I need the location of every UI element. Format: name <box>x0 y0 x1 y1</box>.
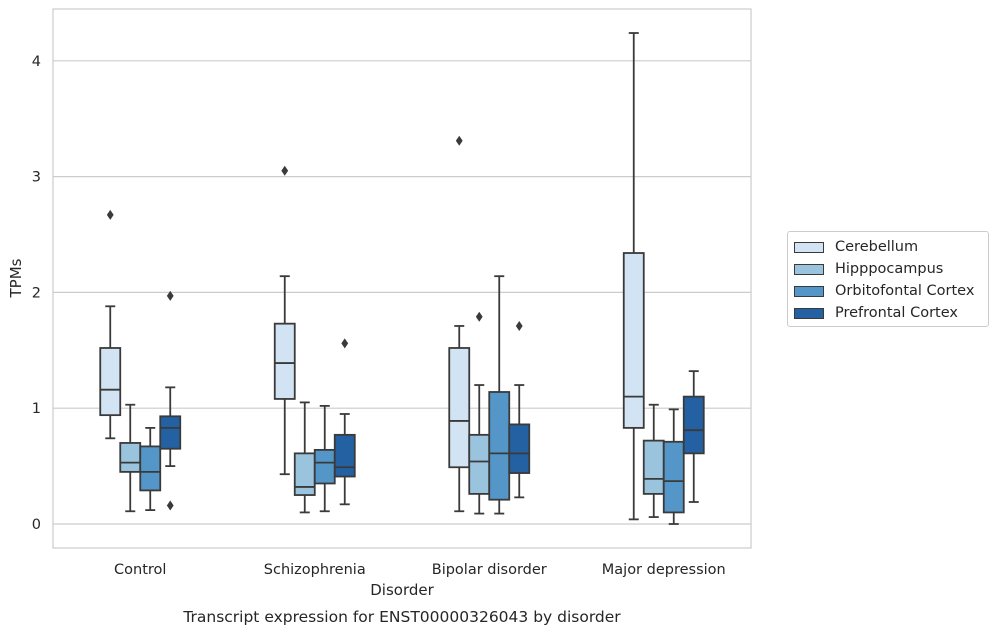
x-tick-label: Control <box>114 562 166 578</box>
x-tick-label: Schizophrenia <box>264 562 366 578</box>
legend-swatch <box>794 285 824 297</box>
box-prefrontal-cortex-0 <box>159 290 182 511</box>
y-tick-label: 2 <box>32 285 41 301</box>
box-iqr <box>508 423 531 474</box>
box-orbitofontal-cortex-1 <box>313 404 336 513</box>
legend-label: Orbitofontal Cortex <box>835 283 975 299</box>
box-iqr <box>139 445 162 492</box>
box-prefrontal-cortex-3 <box>682 370 705 503</box>
box-iqr <box>293 452 316 496</box>
box-cerebellum-2 <box>448 135 471 513</box>
outlier-point <box>455 135 463 146</box>
x-tick-labels: Control Schizophrenia Bipolar disorder Majo… <box>114 562 726 578</box>
y-tick-label: 1 <box>32 401 41 417</box>
box-cerebellum-1 <box>273 165 296 476</box>
box-cerebellum-0 <box>99 209 122 440</box>
outlier-point <box>515 320 523 331</box>
y-tick-label: 4 <box>32 54 41 70</box>
box-iqr <box>119 442 142 473</box>
box-orbitofontal-cortex-2 <box>488 275 511 515</box>
legend: Cerebellum Hipppocampus Orbitofontal Corte… <box>787 231 989 327</box>
x-tick-label: Major depression <box>602 562 726 578</box>
x-axis-label: Disorder <box>370 581 434 599</box>
box-iqr <box>642 439 665 495</box>
box-hipppocampus-3 <box>642 403 665 518</box>
legend-label: Prefrontal Cortex <box>835 305 958 321</box>
chart-caption: Transcript expression for ENST0000032604… <box>182 608 621 626</box>
box-iqr <box>682 395 705 455</box>
legend-item: Orbitofontal Cortex <box>794 280 982 302</box>
box-hipppocampus-2 <box>468 311 491 515</box>
box-iqr <box>622 252 645 429</box>
y-tick-labels: 0 1 2 3 4 <box>32 54 41 533</box>
legend-label: Hipppocampus <box>835 261 944 277</box>
x-tick-label: Bipolar disorder <box>432 562 547 578</box>
box-iqr <box>313 448 336 485</box>
outlier-point <box>281 165 289 176</box>
box-iqr <box>99 347 122 417</box>
box-prefrontal-cortex-1 <box>333 338 356 506</box>
box-cerebellum-3 <box>622 32 645 521</box>
y-tick-label: 0 <box>32 517 41 533</box>
box-iqr <box>468 433 491 495</box>
boxes <box>99 32 705 525</box>
legend-swatch <box>794 241 824 253</box>
box-iqr <box>448 347 471 469</box>
legend-swatch <box>794 263 824 275</box>
legend-item: Cerebellum <box>794 236 982 258</box>
box-hipppocampus-1 <box>293 401 316 514</box>
outlier-point <box>106 209 114 220</box>
outlier-point <box>166 500 174 511</box>
legend-item: Prefrontal Cortex <box>794 302 982 324</box>
outlier-point <box>341 338 349 349</box>
plot-frame <box>52 8 752 549</box>
box-orbitofontal-cortex-0 <box>139 426 162 512</box>
box-iqr <box>662 440 685 514</box>
y-tick-label: 3 <box>32 170 41 186</box>
outlier-point <box>475 311 483 322</box>
box-iqr <box>488 391 511 501</box>
box-hipppocampus-0 <box>119 403 142 513</box>
box-prefrontal-cortex-2 <box>508 320 531 499</box>
legend-label: Cerebellum <box>835 239 919 255</box>
legend-swatch <box>794 307 824 319</box>
outlier-point <box>166 290 174 301</box>
box-iqr <box>159 415 182 450</box>
box-iqr <box>333 433 356 478</box>
box-orbitofontal-cortex-3 <box>662 408 685 525</box>
box-iqr <box>273 322 296 400</box>
y-axis-label: TPMs <box>7 258 25 298</box>
legend-item: Hipppocampus <box>794 258 982 280</box>
